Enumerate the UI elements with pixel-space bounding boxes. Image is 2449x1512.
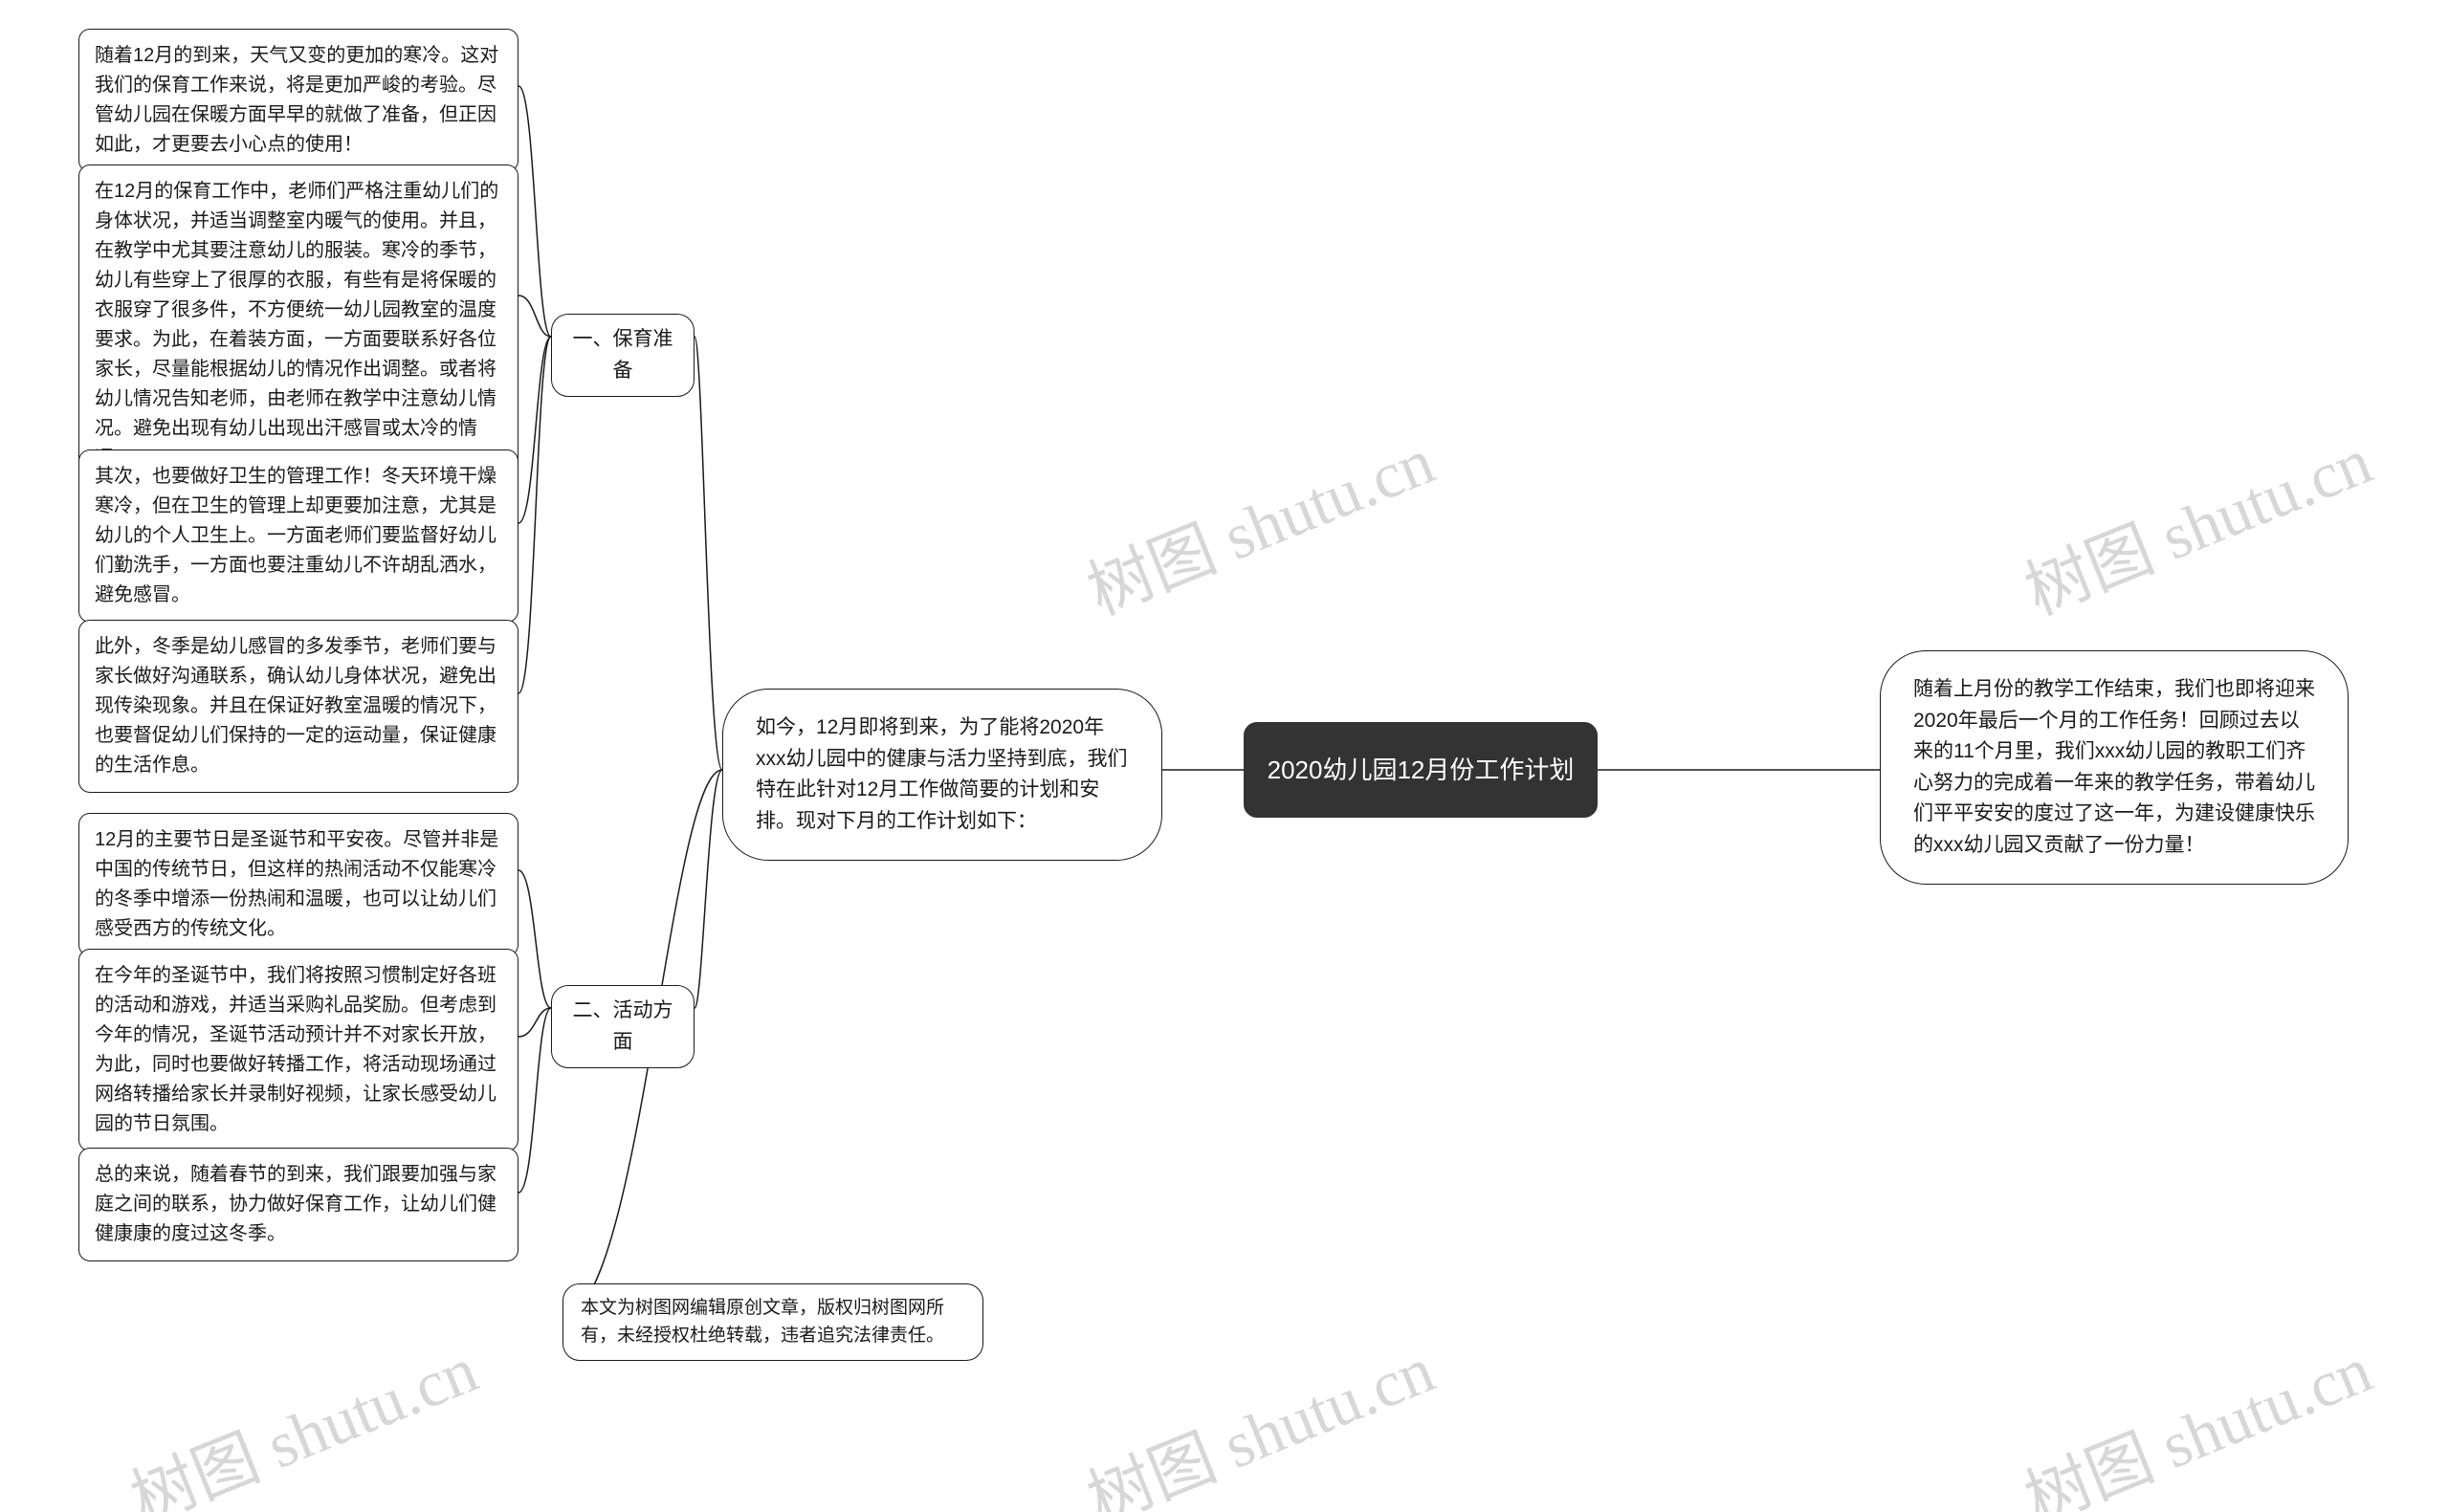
leaf-node[interactable]: 随着12月的到来，天气又变的更加的寒冷。这对我们的保育工作来说，将是更加严峻的考… bbox=[78, 29, 518, 172]
leaf-text: 总的来说，随着春节的到来，我们跟要加强与家庭之间的联系，协力做好保育工作，让幼儿… bbox=[95, 1164, 496, 1244]
leaf-node[interactable]: 总的来说，随着春节的到来，我们跟要加强与家庭之间的联系，协力做好保育工作，让幼儿… bbox=[78, 1148, 518, 1261]
intro-left-node[interactable]: 如今，12月即将到来，为了能将2020年xxx幼儿园中的健康与活力坚持到底，我们… bbox=[722, 689, 1162, 861]
leaf-node[interactable]: 此外，冬季是幼儿感冒的多发季节，老师们要与家长做好沟通联系，确认幼儿身体状况，避… bbox=[78, 620, 518, 793]
intro-right-node[interactable]: 随着上月份的教学工作结束，我们也即将迎来2020年最后一个月的工作任务！回顾过去… bbox=[1880, 650, 2349, 885]
leaf-text: 在12月的保育工作中，老师们严格注重幼儿们的身体状况，并适当调整室内暖气的使用。… bbox=[95, 181, 498, 469]
watermark: 树图 shutu.cn bbox=[2009, 1317, 2383, 1512]
leaf-node[interactable]: 12月的主要节日是圣诞节和平安夜。尽管并非是中国的传统节日，但这样的热闹活动不仅… bbox=[78, 813, 518, 956]
intro-left-text: 如今，12月即将到来，为了能将2020年xxx幼儿园中的健康与活力坚持到底，我们… bbox=[756, 716, 1128, 832]
watermark: 树图 shutu.cn bbox=[115, 1317, 489, 1512]
leaf-text: 其次，也要做好卫生的管理工作！冬天环境干燥寒冷，但在卫生的管理上却更要加注意，尤… bbox=[95, 466, 496, 605]
section-1-node[interactable]: 一、保育准备 bbox=[551, 314, 695, 397]
footer-node[interactable]: 本文为树图网编辑原创文章，版权归树图网所有，未经授权杜绝转载，违者追究法律责任。 bbox=[563, 1283, 983, 1361]
leaf-text: 此外，冬季是幼儿感冒的多发季节，老师们要与家长做好沟通联系，确认幼儿身体状况，避… bbox=[95, 636, 496, 776]
section-2-node[interactable]: 二、活动方面 bbox=[551, 985, 695, 1068]
footer-text: 本文为树图网编辑原创文章，版权归树图网所有，未经授权杜绝转载，违者追究法律责任。 bbox=[581, 1298, 944, 1346]
root-node[interactable]: 2020幼儿园12月份工作计划 bbox=[1244, 722, 1598, 818]
watermark: 树图 shutu.cn bbox=[1071, 408, 1445, 633]
section-2-label: 二、活动方面 bbox=[573, 999, 673, 1053]
leaf-text: 12月的主要节日是圣诞节和平安夜。尽管并非是中国的传统节日，但这样的热闹活动不仅… bbox=[95, 829, 498, 939]
intro-right-text: 随着上月份的教学工作结束，我们也即将迎来2020年最后一个月的工作任务！回顾过去… bbox=[1913, 678, 2315, 856]
leaf-node[interactable]: 在12月的保育工作中，老师们严格注重幼儿们的身体状况，并适当调整室内暖气的使用。… bbox=[78, 164, 518, 486]
leaf-node[interactable]: 其次，也要做好卫生的管理工作！冬天环境干燥寒冷，但在卫生的管理上却更要加注意，尤… bbox=[78, 449, 518, 623]
watermark: 树图 shutu.cn bbox=[2009, 408, 2383, 633]
leaf-text: 随着12月的到来，天气又变的更加的寒冷。这对我们的保育工作来说，将是更加严峻的考… bbox=[95, 45, 498, 155]
root-label: 2020幼儿园12月份工作计划 bbox=[1268, 751, 1575, 789]
leaf-node[interactable]: 在今年的圣诞节中，我们将按照习惯制定好各班的活动和游戏，并适当采购礼品奖励。但考… bbox=[78, 949, 518, 1151]
watermark: 树图 shutu.cn bbox=[1071, 1317, 1445, 1512]
leaf-text: 在今年的圣诞节中，我们将按照习惯制定好各班的活动和游戏，并适当采购礼品奖励。但考… bbox=[95, 965, 496, 1134]
section-1-label: 一、保育准备 bbox=[573, 328, 673, 382]
mindmap-canvas: { "canvas": { "width": 2560, "height": 1… bbox=[0, 0, 2449, 1512]
